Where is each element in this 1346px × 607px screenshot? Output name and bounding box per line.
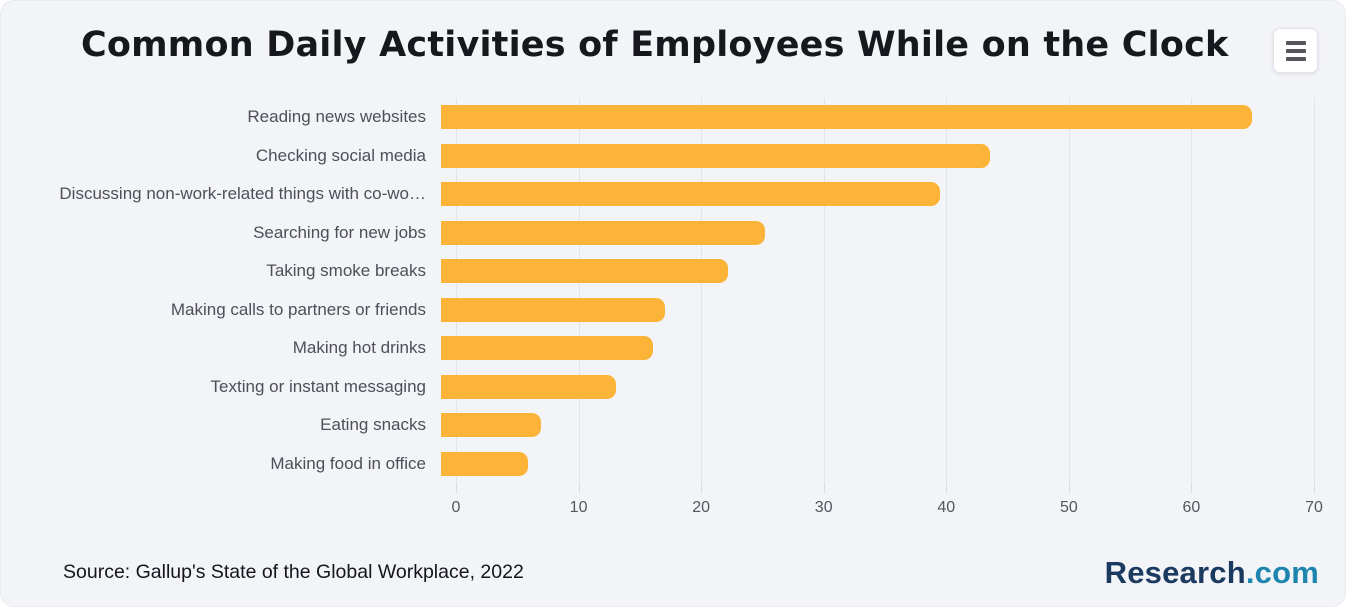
category-label: Making hot drinks bbox=[292, 338, 426, 358]
bar-track bbox=[441, 336, 1314, 361]
category-label: Taking smoke breaks bbox=[266, 261, 426, 281]
chart-row: Taking smoke breaks bbox=[1, 252, 1314, 291]
tick-label: 70 bbox=[1305, 499, 1323, 516]
bar bbox=[441, 451, 529, 476]
tick-label: 10 bbox=[569, 499, 588, 516]
category-label: Reading news websites bbox=[247, 107, 426, 127]
tick-label: 50 bbox=[1059, 499, 1078, 516]
tick-label: 30 bbox=[814, 499, 833, 516]
tick-mark bbox=[701, 484, 703, 493]
context-menu-button[interactable] bbox=[1273, 28, 1318, 73]
bar-track bbox=[441, 143, 1314, 168]
gridline bbox=[1068, 98, 1070, 483]
chart-title: Common Daily Activities of Employees Whi… bbox=[81, 25, 1229, 65]
category-label: Eating snacks bbox=[320, 415, 426, 435]
brand-logo-primary: Research bbox=[1104, 555, 1246, 590]
tick-label: 0 bbox=[451, 499, 461, 516]
gridline bbox=[823, 98, 825, 483]
bar bbox=[441, 374, 616, 399]
bar bbox=[441, 413, 541, 438]
tick-mark bbox=[456, 484, 457, 493]
tick-mark bbox=[578, 484, 580, 493]
bar-track bbox=[441, 374, 1314, 399]
bar bbox=[441, 297, 666, 322]
category-label: Making food in office bbox=[270, 453, 426, 473]
gridline bbox=[946, 98, 948, 483]
tick-label: 20 bbox=[692, 499, 711, 516]
tick-mark bbox=[1191, 484, 1193, 493]
category-label: Discussing non-work-related things with … bbox=[59, 184, 426, 204]
bar-track bbox=[441, 259, 1314, 284]
tick-mark bbox=[823, 484, 825, 493]
chart-row: Making calls to partners or friends bbox=[1, 291, 1314, 330]
chart-row: Checking social media bbox=[1, 137, 1314, 176]
bar-track bbox=[441, 182, 1314, 207]
bar bbox=[441, 336, 653, 361]
chart-row: Reading news websites bbox=[1, 98, 1314, 137]
gridline bbox=[1191, 98, 1193, 483]
bar-track bbox=[441, 105, 1314, 130]
chart-row: Searching for new jobs bbox=[1, 214, 1314, 253]
tick-mark bbox=[946, 484, 948, 493]
brand-logo-secondary: .com bbox=[1245, 555, 1319, 590]
bar bbox=[441, 259, 728, 284]
source-note: Source: Gallup's State of the Global Wor… bbox=[63, 561, 524, 583]
chart-row: Making hot drinks bbox=[1, 329, 1314, 368]
bar-track bbox=[441, 297, 1314, 322]
chart-row: Making food in office bbox=[1, 445, 1314, 484]
bar bbox=[441, 220, 766, 245]
x-axis: 0 10 20 30 40 50 60 70 bbox=[452, 483, 1323, 527]
tick-mark bbox=[1068, 484, 1070, 493]
bar-track bbox=[441, 220, 1314, 245]
tick-label: 60 bbox=[1182, 499, 1201, 516]
category-label: Checking social media bbox=[255, 145, 426, 165]
bar-track bbox=[441, 413, 1314, 438]
plot-gridlines bbox=[456, 98, 1315, 483]
chart-row: Eating snacks bbox=[1, 406, 1314, 445]
category-label: Making calls to partners or friends bbox=[170, 299, 426, 319]
chart-row: Discussing non-work-related things with … bbox=[1, 175, 1314, 214]
category-label: Texting or instant messaging bbox=[210, 376, 426, 396]
bar-track bbox=[441, 451, 1314, 476]
gridline bbox=[578, 98, 580, 483]
bar bbox=[441, 105, 1252, 130]
tick-mark bbox=[1314, 484, 1315, 493]
gridline bbox=[701, 98, 703, 483]
bar bbox=[441, 143, 990, 168]
gridline bbox=[456, 98, 457, 483]
gridline bbox=[1314, 98, 1315, 483]
chart-row: Texting or instant messaging bbox=[1, 368, 1314, 407]
bar bbox=[441, 182, 940, 207]
brand-logo: Research.com bbox=[1105, 555, 1319, 591]
tick-label: 40 bbox=[937, 499, 956, 516]
chart-rows: Reading news websites Checking social med… bbox=[1, 98, 1314, 483]
category-label: Searching for new jobs bbox=[253, 222, 426, 242]
